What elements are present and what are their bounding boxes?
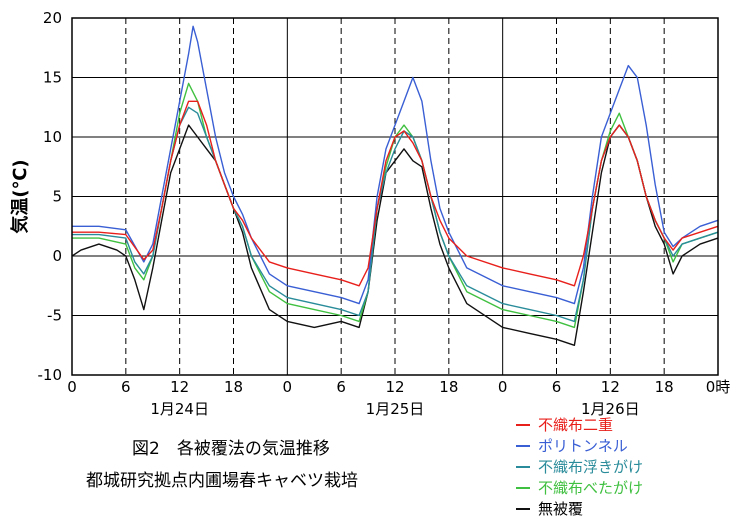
- day-labels: 1月24日 1月25日 1月26日: [150, 400, 639, 418]
- legend-swatch: [516, 423, 530, 426]
- legend-swatch: [516, 507, 530, 510]
- day-label: 1月25日: [366, 400, 425, 418]
- y-tick-label: 10: [43, 128, 62, 146]
- x-tick-label: 0時: [706, 378, 731, 396]
- x-tick-label: 0: [498, 378, 508, 396]
- y-tick-label: 15: [43, 69, 62, 87]
- x-tick-label: 6: [336, 378, 346, 396]
- y-tick-label: -5: [47, 307, 62, 325]
- legend-item: 不織布二重: [516, 414, 643, 435]
- legend-item: ポリトンネル: [516, 435, 643, 456]
- figure-caption-subtitle: 都城研究拠点内圃場春キャベツ栽培: [86, 471, 358, 491]
- legend-label: 不織布二重: [538, 416, 614, 434]
- legend-swatch: [516, 444, 530, 447]
- figure-caption-title: 図2 各被覆法の気温推移: [132, 439, 330, 459]
- x-tick-label: 6: [552, 378, 562, 396]
- x-tick-label: 0: [67, 378, 77, 396]
- x-tick-label: 6: [121, 378, 131, 396]
- day-label: 1月26日: [581, 400, 640, 418]
- x-tick-label: 18: [224, 378, 243, 396]
- x-tick-label: 0: [283, 378, 293, 396]
- y-tick-label: 20: [43, 9, 62, 27]
- series-line: [72, 100, 719, 287]
- legend-item: 無被覆: [516, 498, 643, 519]
- legend-swatch: [516, 486, 530, 489]
- x-tick-label: 18: [655, 378, 674, 396]
- x-tick-label: 12: [385, 378, 404, 396]
- legend: 不織布二重ポリトンネル 不織布浮きがけ 不織布べたがけ 無被覆: [516, 414, 643, 519]
- legend-label: 不織布べたがけ: [538, 479, 644, 497]
- grid-lines: [72, 17, 718, 376]
- y-tick-label: -10: [38, 366, 63, 384]
- legend-label: 不織布浮きがけ: [538, 458, 644, 476]
- y-tick-label: 5: [52, 188, 62, 206]
- series-line: [72, 25, 719, 305]
- x-tick-label: 12: [170, 378, 189, 396]
- legend-item: 不織布浮きがけ: [516, 456, 643, 477]
- legend-item: 不織布べたがけ: [516, 477, 643, 498]
- legend-label: 無被覆: [538, 500, 584, 518]
- plot-frame: [71, 17, 719, 376]
- legend-label: ポリトンネル: [538, 437, 628, 455]
- day-label: 1月24日: [150, 400, 209, 418]
- y-tick-label: 0: [52, 247, 62, 265]
- y-axis-label: 気温(℃): [9, 159, 31, 233]
- x-tick-label: 12: [601, 378, 620, 396]
- x-tick-label: 18: [439, 378, 458, 396]
- x-tick-labels: 0 6 12 18 0 6 12 18 0 6 12 18 0時: [67, 378, 730, 396]
- legend-swatch: [516, 465, 530, 468]
- series-layer: [71, 25, 719, 346]
- y-tick-labels: -10 -5 0 5 10 15 20: [38, 9, 63, 384]
